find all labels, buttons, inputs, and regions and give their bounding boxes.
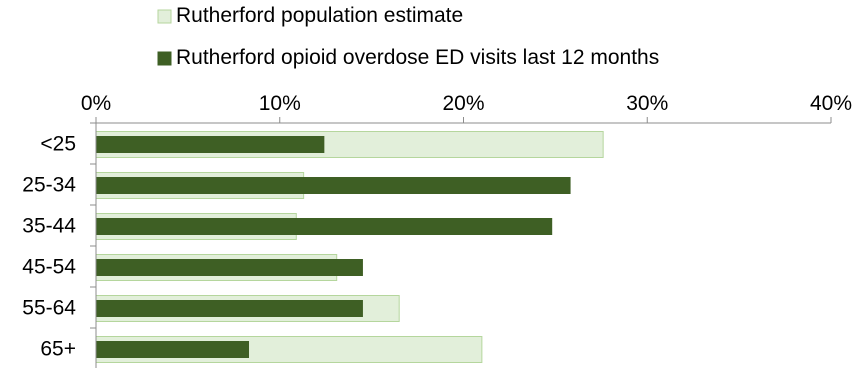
category-label-1: 25-34	[22, 174, 76, 197]
category-label-4: 55-64	[22, 297, 76, 320]
x-tick-label-4: 40%	[810, 92, 852, 115]
x-tick-label-0: 0%	[81, 92, 111, 115]
category-label-5: 65+	[40, 338, 76, 361]
y-axis: <25 25-34 35-44 45-54 55-64 65+	[22, 122, 97, 368]
bars	[95, 131, 604, 363]
bar-overdose-0	[95, 136, 325, 153]
x-axis: 0% 10% 20% 30% 40%	[81, 92, 852, 124]
x-tick-label-2: 20%	[442, 92, 484, 115]
x-tick-label-3: 30%	[626, 92, 668, 115]
legend-label-1: Rutherford opioid overdose ED visits las…	[176, 46, 659, 69]
bar-overdose-3	[95, 259, 363, 276]
legend-swatch-0	[157, 9, 172, 24]
legend: Rutherford population estimate Rutherford…	[157, 4, 659, 69]
legend-label-0: Rutherford population estimate	[176, 4, 463, 27]
x-tick-label-1: 10%	[259, 92, 301, 115]
category-label-3: 45-54	[22, 256, 76, 279]
category-label-2: 35-44	[22, 215, 76, 238]
category-label-0: <25	[40, 133, 76, 156]
bar-overdose-1	[95, 177, 571, 194]
legend-swatch-1	[157, 51, 172, 66]
bar-overdose-2	[95, 218, 553, 235]
bar-overdose-4	[95, 300, 363, 317]
bar-overdose-5	[95, 341, 250, 358]
